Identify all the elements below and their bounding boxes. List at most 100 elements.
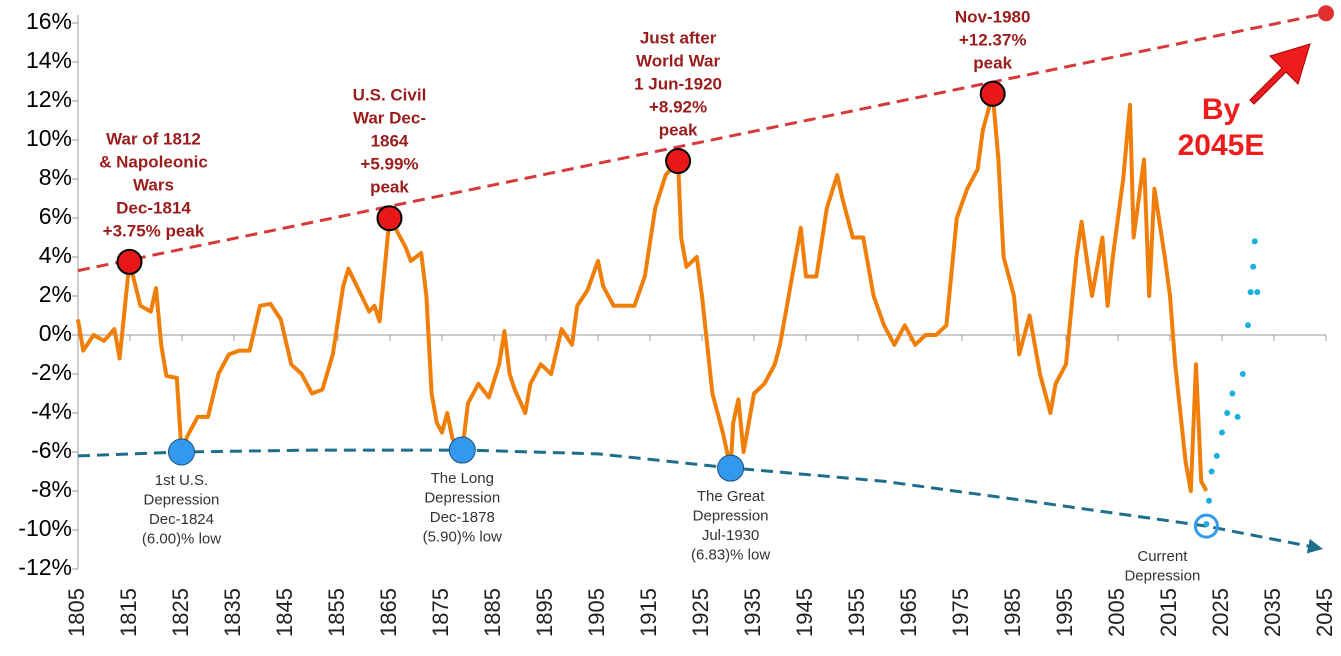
low-marker — [717, 454, 745, 482]
peak-label: +3.75% peak — [103, 221, 205, 240]
x-tick-label: 1805 — [64, 588, 89, 637]
peak-label: Just after — [640, 29, 717, 48]
y-tick-label: 6% — [39, 203, 72, 229]
peak-label: & Napoleonic — [99, 152, 208, 171]
y-tick-label: -10% — [18, 515, 72, 541]
data-line — [76, 91, 1209, 493]
peak-label: War Dec- — [353, 109, 426, 128]
y-tick-label: -8% — [31, 476, 72, 502]
x-tick-label: 1995 — [1052, 588, 1077, 637]
x-tick-label: 1895 — [532, 588, 557, 637]
peak-marker — [376, 205, 403, 232]
y-tick-label: 8% — [39, 164, 72, 190]
projection-dot — [1251, 238, 1258, 245]
plot-lines — [76, 11, 1327, 554]
x-tick-label: 1965 — [896, 588, 921, 637]
x-tick-label: 1865 — [376, 588, 401, 637]
x-tick-label: 1975 — [948, 588, 973, 637]
x-tick-label: 2025 — [1208, 588, 1233, 637]
low-label: Depression — [693, 508, 769, 525]
peak-label: U.S. Civil — [353, 86, 427, 105]
low-label: Dec-1878 — [430, 509, 495, 526]
x-tick-label: 1885 — [480, 588, 505, 637]
low-label: 1st U.S. — [155, 472, 208, 489]
peak-label: +8.92% — [649, 98, 707, 117]
target-label: By — [1202, 93, 1241, 126]
x-tick-label: 1845 — [272, 588, 297, 637]
x-tick-label: 1855 — [324, 588, 349, 637]
peak-marker — [665, 148, 692, 175]
low-label: (5.90)% low — [423, 529, 502, 546]
y-tick-label: 12% — [26, 86, 72, 112]
projection-dot — [1254, 289, 1261, 296]
axes: -12% -10% -8% -6% -4% -2% 0% 2% 4% 6% 8% 10% 12% 14% 1… — [18, 8, 1337, 637]
markers: War of 1812 & Napoleonic Wars Dec-1814 +3.75… — [99, 0, 1334, 585]
target-marker — [1318, 5, 1334, 22]
y-tick-label: 2% — [39, 281, 72, 307]
low-label: Depression — [144, 491, 220, 508]
x-tick-label: 1935 — [740, 588, 765, 637]
low-label: Depression — [1124, 568, 1200, 585]
projection-dot — [1219, 429, 1225, 436]
low-label: The Long — [431, 470, 494, 487]
low-label: (6.83)% low — [691, 547, 770, 564]
projection-dot — [1208, 468, 1215, 475]
trend-line — [77, 448, 1323, 554]
peak-label: Nov-1980 — [955, 7, 1031, 26]
y-tick-label: -6% — [31, 437, 72, 463]
y-tick-label: 16% — [26, 8, 72, 34]
x-tick-label: 2015 — [1156, 588, 1181, 637]
peak-label: 1 Jun-1920 — [634, 75, 722, 94]
x-tick-label: 1835 — [220, 588, 245, 637]
peak-label: World War — [636, 52, 720, 71]
low-marker — [448, 436, 476, 464]
peak-label: peak — [973, 53, 1012, 72]
peak-label: +5.99% — [360, 155, 418, 174]
arrow-icon — [1249, 43, 1311, 105]
x-tick-label: 1945 — [792, 588, 817, 637]
peak-label: 1864 — [371, 132, 409, 151]
projection-dot — [1206, 497, 1212, 504]
low-label: Dec-1824 — [149, 511, 214, 528]
low-label: Current — [1137, 548, 1188, 565]
x-tick-label: 1915 — [636, 588, 661, 637]
y-tick-label: -4% — [31, 398, 72, 424]
x-tick-label: 1985 — [1000, 588, 1025, 637]
x-tick-label: 2035 — [1260, 588, 1285, 637]
y-tick-label: 14% — [26, 47, 72, 73]
projection-dot — [1224, 410, 1231, 416]
projection-dot — [1245, 322, 1251, 329]
peak-label: peak — [659, 121, 698, 140]
low-label: (6.00)% low — [142, 530, 221, 547]
projection-dot — [1247, 289, 1254, 296]
trend-line — [77, 11, 1327, 273]
peak-marker — [979, 80, 1006, 107]
y-tick-label: -12% — [18, 554, 72, 580]
y-tick-label: -2% — [31, 359, 72, 385]
y-tick-label: 4% — [39, 242, 72, 268]
low-label: Jul-1930 — [702, 527, 760, 544]
projection-dot — [1229, 390, 1236, 397]
x-tick-label: 1955 — [844, 588, 869, 637]
peak-label: +12.37% — [959, 30, 1027, 49]
projection-dot — [1250, 263, 1257, 270]
y-tick-label: 10% — [26, 125, 72, 151]
x-tick-label: 2045 — [1312, 588, 1337, 637]
x-tick-label: 1815 — [116, 588, 141, 637]
current-marker — [1193, 513, 1219, 539]
target-label: 2045E — [1178, 129, 1265, 162]
peak-label: War of 1812 — [106, 129, 201, 148]
x-tick-label: 1925 — [688, 588, 713, 637]
peak-label: Dec-1814 — [116, 198, 191, 217]
peak-label: Wars — [133, 175, 174, 194]
low-label: The Great — [697, 488, 765, 505]
peak-marker — [116, 248, 143, 275]
low-marker — [167, 438, 195, 466]
projection-dot — [1239, 371, 1246, 377]
peak-label: peak — [370, 178, 409, 197]
projection-dot — [1234, 413, 1241, 420]
low-label: Depression — [424, 490, 500, 507]
x-tick-label: 2005 — [1104, 588, 1129, 637]
